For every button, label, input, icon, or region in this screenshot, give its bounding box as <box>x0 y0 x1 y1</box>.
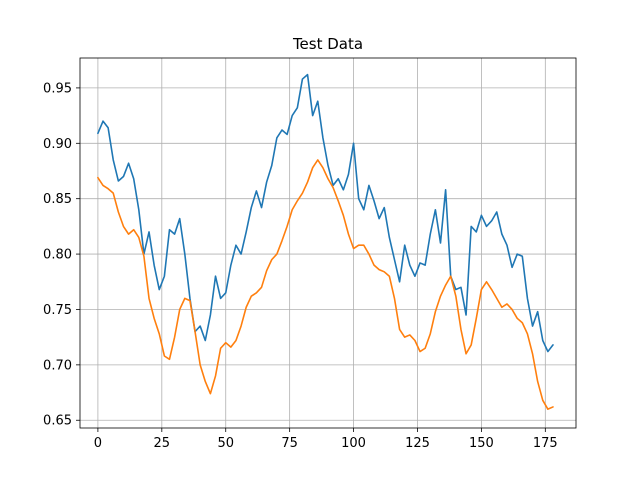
x-tick-label: 175 <box>533 436 558 451</box>
series-line-1 <box>97 73 554 353</box>
grid-layer <box>80 58 576 428</box>
y-tick-label: 0.65 <box>43 414 72 429</box>
chart-title: Test Data <box>292 35 363 53</box>
x-tick-label: 150 <box>469 436 494 451</box>
y-tick-label: 0.85 <box>43 192 72 207</box>
tick-layer: 0 25 50 75 100 125 150 175 0.65 0.70 0.75 0.80 0.85 0… <box>43 81 558 451</box>
x-tick-label: 0 <box>94 436 102 451</box>
y-tick-label: 0.80 <box>43 248 72 263</box>
x-tick-label: 100 <box>341 436 366 451</box>
y-tick-label: 0.75 <box>43 303 72 318</box>
series-layer <box>97 73 554 410</box>
plot-frame <box>79 57 577 429</box>
x-tick-label: 25 <box>154 436 171 451</box>
y-tick-label: 0.70 <box>43 358 72 373</box>
y-tick-label: 0.90 <box>43 137 72 152</box>
x-tick-label: 125 <box>405 436 430 451</box>
y-tick-label: 0.95 <box>43 81 72 96</box>
x-tick-label: 75 <box>281 436 298 451</box>
x-tick-label: 50 <box>217 436 234 451</box>
series-line-2 <box>97 159 554 410</box>
